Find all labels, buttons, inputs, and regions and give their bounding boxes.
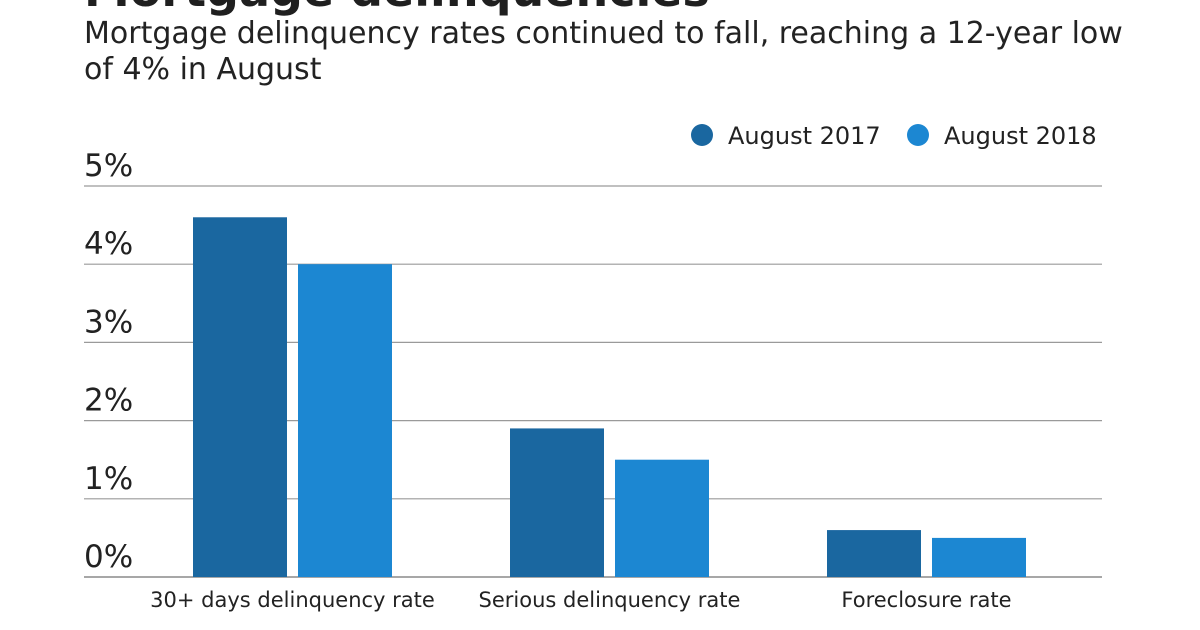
chart-subtitle: Mortgage delinquency rates continued to … [84,16,1123,87]
y-tick-label: 1% [84,461,133,497]
bars [193,217,1026,577]
category-label: Serious delinquency rate [479,588,741,612]
bar-2017 [827,530,921,577]
y-tick-label: 2% [84,383,133,419]
y-tick-label: 5% [84,148,133,184]
y-tick-label: 3% [84,304,133,340]
y-tick-label: 4% [84,226,133,262]
y-tick-label: 0% [84,539,133,575]
category-labels: 30+ days delinquency rate Serious delinqu… [150,588,1011,612]
legend-label: August 2017 [728,122,881,150]
bar-2018 [298,264,392,577]
chart-title: Mortgage delinquencies [84,0,710,13]
legend-swatch [907,124,929,146]
bar-2018 [615,459,709,577]
legend: August 2017 August 2018 [691,122,1097,150]
category-label: Foreclosure rate [841,588,1011,612]
bar-2017 [193,217,287,577]
y-tick-labels: 0% 1% 2% 3% 4% 5% [84,148,133,575]
bar-2017 [510,428,604,577]
bar-2018 [932,537,1026,577]
category-label: 30+ days delinquency rate [150,588,435,612]
legend-swatch [691,124,713,146]
legend-label: August 2018 [944,122,1097,150]
